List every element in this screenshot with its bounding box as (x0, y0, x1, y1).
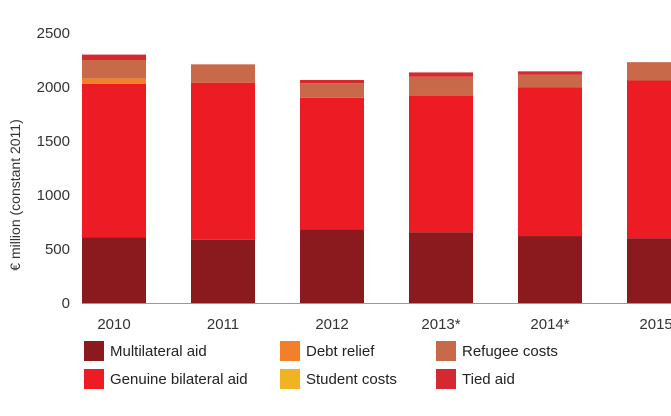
legend-item-multilateral-aid: Multilateral aid (84, 341, 207, 361)
legend-item-debt-relief: Debt relief (280, 341, 374, 361)
legend-label: Genuine bilateral aid (110, 370, 248, 388)
x-tick-label: 2011 (207, 316, 239, 333)
bar-segment-refugee-costs-2011 (191, 64, 255, 83)
legend-item-genuine-bilateral-aid: Genuine bilateral aid (84, 369, 248, 389)
x-tick-label: 2015* (639, 316, 671, 333)
bar-segment-refugee-costs-2010 (82, 60, 146, 79)
y-tick-label: 2000 (37, 79, 70, 96)
legend-label: Tied aid (462, 370, 515, 388)
legend-swatch (84, 341, 104, 361)
bar-segment-multilateral-aid-2013 (409, 232, 473, 303)
y-tick-label: 1500 (37, 133, 70, 150)
y-axis-ticks: 0 500 1000 1500 2000 2500 (37, 25, 70, 312)
x-tick-label: 2010 (97, 316, 130, 333)
bar-segment-debt-relief-2010 (82, 78, 146, 84)
bar-segment-genuine-bilateral-aid-2010 (82, 83, 146, 238)
legend-label: Multilateral aid (110, 342, 207, 360)
bar-segment-tied-aid-2010 (82, 54, 146, 60)
bar-segment-genuine-bilateral-aid-2015 (627, 80, 671, 239)
legend-swatch (280, 369, 300, 389)
legend-swatch (436, 369, 456, 389)
bar-segment-genuine-bilateral-aid-2012 (300, 97, 364, 230)
bar-segment-refugee-costs-2014 (518, 74, 582, 88)
bar-segment-genuine-bilateral-aid-2014 (518, 87, 582, 237)
x-tick-label: 2012 (315, 316, 348, 333)
bar-segment-multilateral-aid-2014 (518, 236, 582, 303)
bar-segment-tied-aid-2014 (518, 71, 582, 75)
bar-segment-multilateral-aid-2012 (300, 229, 364, 303)
legend-item-refugee-costs: Refugee costs (436, 341, 558, 361)
bar-segment-tied-aid-2013 (409, 72, 473, 77)
x-axis-ticks: 2010 2011 2012 2013* 2014* 2015* (97, 316, 671, 333)
x-tick-label: 2014* (530, 316, 569, 333)
bar-segment-genuine-bilateral-aid-2013 (409, 95, 473, 233)
legend-item-student-costs: Student costs (280, 369, 397, 389)
bar-segment-multilateral-aid-2011 (191, 239, 255, 303)
bar-segment-refugee-costs-2013 (409, 76, 473, 96)
bar-segment-multilateral-aid-2010 (82, 237, 146, 303)
legend-label: Student costs (306, 370, 397, 388)
y-tick-label: 0 (62, 295, 70, 312)
legend-swatch (280, 341, 300, 361)
legend-item-tied-aid: Tied aid (436, 369, 515, 389)
legend-label: Refugee costs (462, 342, 558, 360)
bars (82, 54, 671, 303)
y-tick-label: 500 (45, 241, 70, 258)
legend-swatch (436, 341, 456, 361)
legend-swatch (84, 369, 104, 389)
bar-segment-refugee-costs-2012 (300, 83, 364, 98)
bar-segment-genuine-bilateral-aid-2011 (191, 82, 255, 240)
x-tick-label: 2013* (421, 316, 460, 333)
y-axis-label: € million (constant 2011) (7, 119, 23, 270)
y-tick-label: 1000 (37, 187, 70, 204)
legend-label: Debt relief (306, 342, 375, 360)
bar-segment-refugee-costs-2015 (627, 62, 671, 81)
y-tick-label: 2500 (37, 25, 70, 42)
bar-segment-tied-aid-2012 (300, 79, 364, 84)
bar-segment-multilateral-aid-2015 (627, 238, 671, 303)
